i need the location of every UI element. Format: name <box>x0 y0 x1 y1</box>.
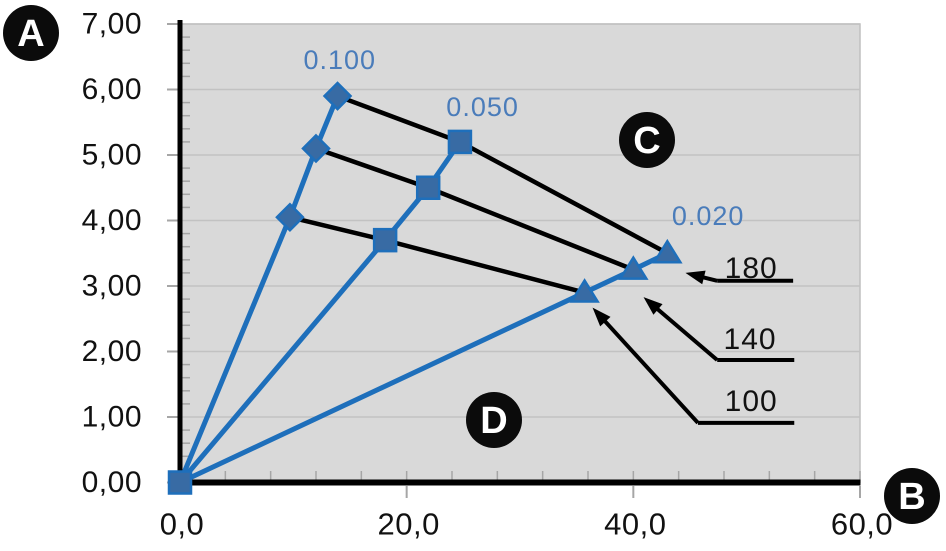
series-line-0.050 <box>178 140 462 485</box>
series-label-0.020: 0.020 <box>672 201 745 231</box>
marker-triangle-0.020 <box>569 278 600 303</box>
x-tick-label-40,0: 40,0 <box>604 507 666 542</box>
callout-arrow-shaft-140 <box>652 304 719 362</box>
y-tick-label-2,00: 2,00 <box>82 335 142 368</box>
badge-letter-D: D <box>480 400 507 442</box>
y-tick-label-1,00: 1,00 <box>82 401 142 434</box>
marker-diamond-0.100 <box>322 81 353 111</box>
series-line-0.020 <box>178 250 669 485</box>
marker-diamond-0.100 <box>301 133 331 164</box>
series-label-0.100: 0.100 <box>304 45 377 75</box>
x-tick-label-20,0: 20,0 <box>377 507 439 542</box>
marker-triangle-0.020 <box>618 255 649 280</box>
badge-circle-B <box>884 468 940 524</box>
y-tick-label-6,00: 6,00 <box>82 73 142 106</box>
marker-square-0.050 <box>372 227 398 253</box>
y-tick-label-3,00: 3,00 <box>82 270 142 303</box>
badge-circle-A <box>3 5 59 61</box>
x-tick-label-60,0: 60,0 <box>831 507 893 542</box>
callout-arrowhead-100 <box>592 307 611 327</box>
callout-label-140: 140 <box>724 323 777 356</box>
callout-arrowhead-140 <box>643 297 663 315</box>
x-tick-label-0,0: 0,0 <box>160 507 205 542</box>
plot-area <box>179 23 861 484</box>
callout-arrowhead-180 <box>685 270 706 285</box>
callout-label-100: 100 <box>725 385 778 418</box>
marker-diamond-0.100 <box>275 202 305 232</box>
badge-circle-C <box>619 112 675 168</box>
y-tick-label-0,00: 0,00 <box>82 466 142 499</box>
marker-square-0.050 <box>167 470 193 495</box>
badge-circle-D <box>466 392 522 448</box>
badge-letter-B: B <box>898 476 925 518</box>
marker-triangle-0.020 <box>652 238 683 264</box>
marker-square-0.050 <box>447 129 473 155</box>
y-tick-label-5,00: 5,00 <box>82 139 142 172</box>
y-tick-label-7,00: 7,00 <box>82 8 142 41</box>
series-line-0.100 <box>177 95 340 484</box>
series-label-0.050: 0.050 <box>446 92 519 122</box>
badge-letter-C: C <box>633 120 660 162</box>
callout-label-180: 180 <box>725 252 778 285</box>
badge-letter-A: A <box>17 13 44 55</box>
marker-square-0.050 <box>415 175 441 200</box>
y-tick-label-4,00: 4,00 <box>82 204 142 237</box>
callout-arrow-shaft-100 <box>600 316 700 425</box>
